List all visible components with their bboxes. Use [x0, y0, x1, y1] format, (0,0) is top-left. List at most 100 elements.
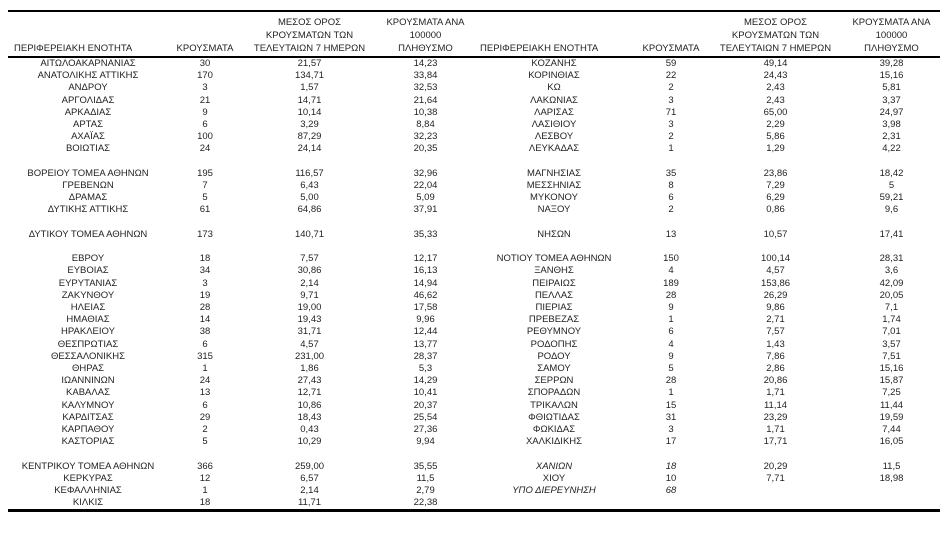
- avg7-cell: 4,57: [766, 265, 785, 277]
- cases-cell: [168, 217, 242, 229]
- column-header-cases-per-100000: ΚΡΟΥΣΜΑΤΑ ΑΝΑ 100000 ΠΛΗΘΥΣΜΟ: [377, 12, 474, 58]
- cases-cell: 6: [202, 399, 208, 411]
- avg7-cell: 259,00: [294, 460, 325, 472]
- avg7-cell: 0,86: [766, 204, 785, 216]
- per100k-cell: 3,98: [882, 119, 901, 131]
- avg7-cell: [708, 448, 843, 460]
- avg7-cell: 30,86: [297, 265, 322, 277]
- region-cell: ΝΑΞΟΥ: [537, 204, 571, 216]
- per100k-cell: 35,33: [413, 228, 438, 240]
- cases-cell: 5: [202, 436, 208, 448]
- per100k-cell: 5,09: [416, 192, 435, 204]
- region-cell: ΧΙΟΥ: [542, 472, 566, 484]
- cases-cell: 18: [199, 497, 211, 509]
- spacer-row: [474, 156, 940, 168]
- region-cell: ΝΗΣΩΝ: [537, 228, 571, 240]
- region-cell: [474, 156, 634, 168]
- avg7-cell: 87,29: [297, 131, 322, 143]
- avg7-cell: 18,43: [297, 411, 322, 423]
- avg7-cell: 14,71: [297, 94, 322, 106]
- column-header-cases: ΚΡΟΥΣΜΑΤΑ: [634, 12, 708, 58]
- per100k-cell: 35,55: [413, 460, 438, 472]
- cases-cell: 7: [202, 180, 208, 192]
- table-row: ΚΑΡΠΑΘΟΥ 2 0,43 27,36: [8, 424, 474, 436]
- table-row: ΔΡΑΜΑΣ 5 5,00 5,09: [8, 192, 474, 204]
- per100k-cell: 18,98: [879, 472, 904, 484]
- tables-container: ΠΕΡΙΦΕΡΕΙΑΚΗ ΕΝΟΤΗΤΑ ΚΡΟΥΣΜΑΤΑ ΜΕΣΟΣ ΟΡΟ…: [8, 12, 940, 509]
- spacer-row: [474, 241, 940, 253]
- avg7-cell: 9,71: [300, 289, 319, 301]
- per100k-cell: [843, 485, 940, 497]
- table-row: ΚΟΡΙΝΘΙΑΣ 22 24,43 15,16: [474, 70, 940, 82]
- region-cell: ΛΑΣΙΘΙΟΥ: [531, 119, 577, 131]
- region-cell: ΛΑΡΙΣΑΣ: [534, 106, 574, 118]
- per100k-cell: 5,81: [882, 82, 901, 94]
- avg7-cell: 10,57: [763, 228, 788, 240]
- cases-cell: 9: [668, 302, 674, 314]
- region-cell: [8, 217, 168, 229]
- avg7-cell: 100,14: [760, 253, 791, 265]
- region-cell: ΘΕΣΣΑΛΟΝΙΚΗΣ: [51, 350, 125, 362]
- avg7-cell: 134,71: [294, 70, 325, 82]
- region-cell: ΒΟΡΕΙΟΥ ΤΟΜΕΑ ΑΘΗΝΩΝ: [27, 167, 149, 179]
- cases-cell: 3: [202, 277, 208, 289]
- table-row: ΗΜΑΘΙΑΣ 14 19,43 9,96: [8, 314, 474, 326]
- table-row: ΚΕΦΑΛΛΗΝΙΑΣ 1 2,14 2,79: [8, 485, 474, 497]
- table-row: ΔΥΤΙΚΗΣ ΑΤΤΙΚΗΣ 61 64,86 37,91: [8, 204, 474, 216]
- region-cell: ΚΕΦΑΛΛΗΝΙΑΣ: [54, 485, 122, 497]
- region-cell: ΚΑΛΥΜΝΟΥ: [61, 399, 115, 411]
- cases-cell: [168, 241, 242, 253]
- per100k-cell: 2,79: [416, 485, 435, 497]
- region-cell: [8, 448, 168, 460]
- region-cell: ΧΑΝΙΩΝ: [535, 460, 573, 472]
- avg7-cell: 24,43: [763, 70, 788, 82]
- avg7-cell: 2,43: [766, 82, 785, 94]
- avg7-cell: 4,57: [300, 338, 319, 350]
- region-cell: ΚΟΡΙΝΘΙΑΣ: [528, 70, 580, 82]
- avg7-cell: 26,29: [763, 289, 788, 301]
- cases-cell: 24: [199, 375, 211, 387]
- per100k-cell: 46,62: [413, 289, 438, 301]
- table-row: ΜΑΓΝΗΣΙΑΣ 35 23,86 18,42: [474, 168, 940, 180]
- table-row: ΕΒΡΟΥ 18 7,57 12,17: [8, 253, 474, 265]
- table-row: ΛΕΥΚΑΔΑΣ 1 1,29 4,22: [474, 143, 940, 155]
- per100k-cell: [843, 217, 940, 229]
- table-row: ΑΡΚΑΔΙΑΣ 9 10,14 10,38: [8, 107, 474, 119]
- avg7-cell: [708, 497, 843, 509]
- per100k-cell: 1,74: [882, 314, 901, 326]
- per100k-cell: 28,37: [413, 350, 438, 362]
- region-cell: [8, 156, 168, 168]
- avg7-cell: 3,29: [300, 119, 319, 131]
- table-row: ΚΑΣΤΟΡΙΑΣ 5 10,29 9,94: [8, 436, 474, 448]
- region-cell: ΥΠΟ ΔΙΕΡΕΥΝΗΣΗ: [512, 485, 596, 497]
- cases-cell: 100: [197, 131, 213, 143]
- per100k-cell: 33,84: [413, 70, 438, 82]
- cases-cell: 1: [668, 143, 674, 155]
- table-row: ΒΟΙΩΤΙΑΣ 24 24,14 20,35: [8, 143, 474, 155]
- avg7-cell: 17,71: [763, 436, 788, 448]
- region-cell: ΔΥΤΙΚΗΣ ΑΤΤΙΚΗΣ: [47, 204, 129, 216]
- per100k-cell: 24,97: [879, 106, 904, 118]
- table-row: ΘΕΣΠΡΩΤΙΑΣ 6 4,57 13,77: [8, 339, 474, 351]
- cases-cell: 59: [665, 58, 677, 69]
- avg7-cell: [708, 156, 843, 168]
- per100k-cell: [377, 241, 474, 253]
- avg7-cell: 6,29: [766, 192, 785, 204]
- avg7-cell: [708, 217, 843, 229]
- per100k-cell: 37,91: [413, 204, 438, 216]
- avg7-cell: 10,86: [297, 399, 322, 411]
- per100k-cell: 21,64: [413, 94, 438, 106]
- cases-cell: 366: [197, 460, 213, 472]
- per100k-cell: 7,51: [882, 350, 901, 362]
- regional-cases-table-left: ΠΕΡΙΦΕΡΕΙΑΚΗ ΕΝΟΤΗΤΑ ΚΡΟΥΣΜΑΤΑ ΜΕΣΟΣ ΟΡΟ…: [8, 12, 474, 509]
- avg7-cell: 1,71: [766, 387, 785, 399]
- region-cell: ΕΥΒΟΙΑΣ: [67, 265, 109, 277]
- cases-cell: 61: [199, 204, 211, 216]
- region-cell: ΑΡΚΑΔΙΑΣ: [64, 106, 112, 118]
- per100k-cell: 27,36: [413, 424, 438, 436]
- cases-cell: 5: [202, 192, 208, 204]
- avg7-cell: 20,86: [763, 375, 788, 387]
- per100k-cell: 3,37: [882, 94, 901, 106]
- table-row: ΧΑΛΚΙΔΙΚΗΣ 17 17,71 16,05: [474, 436, 940, 448]
- table-row: ΠΙΕΡΙΑΣ 9 9,86 7,1: [474, 302, 940, 314]
